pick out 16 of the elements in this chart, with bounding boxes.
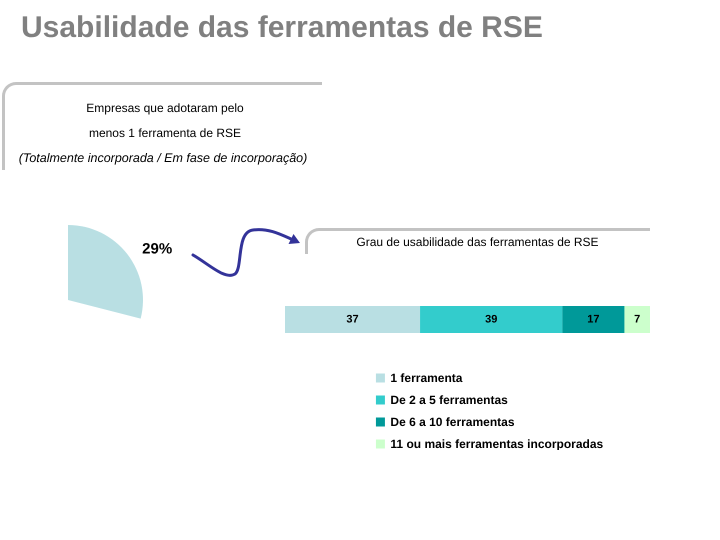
legend-label: De 6 a 10 ferramentas: [390, 415, 515, 429]
data-label: 39: [485, 314, 498, 326]
bar: [624, 306, 650, 333]
bar: [285, 306, 420, 333]
data-label: 17: [587, 314, 600, 326]
text: Usabilidade das ferramentas de RSE: [21, 11, 543, 46]
bar: [562, 306, 624, 333]
chart-title: Grau de usabilidade das ferramentas de RSE: [355, 235, 600, 249]
data-label: 29%: [142, 240, 172, 258]
legend-label: 1 ferramenta: [390, 371, 463, 385]
data-label: 37: [346, 314, 359, 326]
bar: [420, 306, 562, 333]
legend-label: De 2 a 5 ferramentas: [390, 393, 508, 407]
chart-subtitle: Empresas que adotaram pelo menos 1 ferramenta de RSE: [85, 100, 245, 142]
text: (Totalmente incorporada / Em fase de incorporação): [18, 150, 308, 166]
data-label: 7: [634, 314, 640, 326]
